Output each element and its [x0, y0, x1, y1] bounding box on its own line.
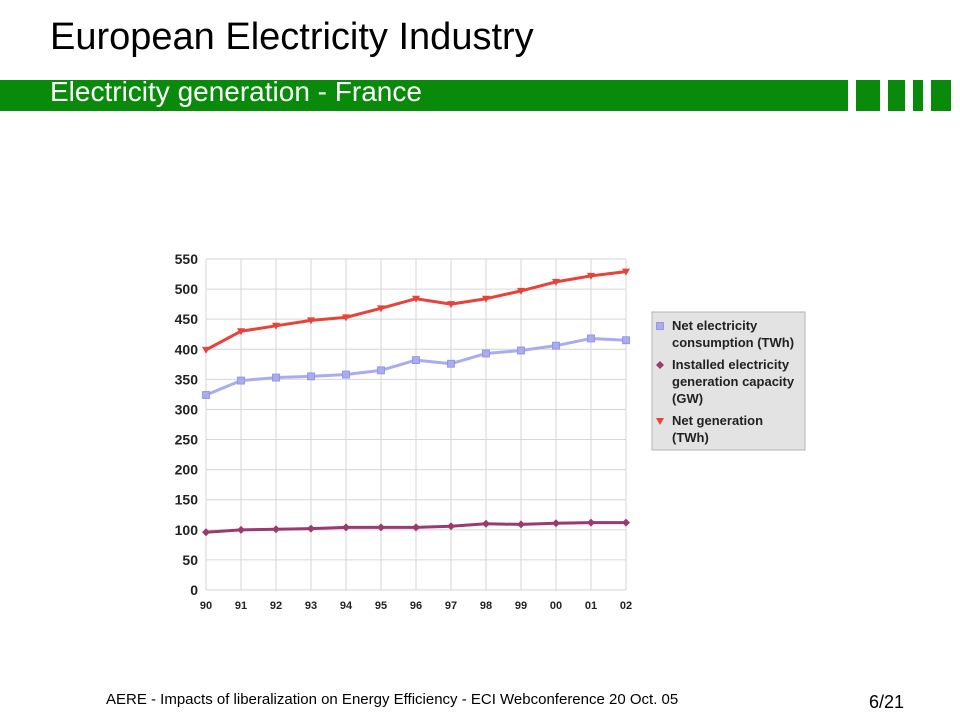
data-point — [517, 287, 525, 295]
data-point — [342, 370, 350, 379]
legend: Net electricity consumption (TWh) Installe… — [651, 311, 806, 451]
legend-marker — [656, 322, 664, 330]
gridlines — [205, 258, 627, 591]
data-point — [447, 522, 455, 531]
x-tick-label: 93 — [305, 600, 317, 612]
data-point — [622, 268, 630, 276]
legend-label: Installed electricity — [672, 357, 790, 372]
data-point — [482, 349, 490, 358]
x-tick-label: 92 — [270, 600, 282, 612]
data-point — [377, 305, 385, 313]
data-point — [237, 328, 245, 336]
page-number: 6/21 — [869, 692, 905, 712]
footer-text: AERE - Impacts of liberalization on Ener… — [106, 691, 679, 708]
data-point — [517, 520, 525, 529]
data-point — [412, 295, 420, 303]
data-point — [552, 519, 560, 528]
decorative-block — [888, 80, 905, 111]
decorative-block — [913, 80, 923, 111]
data-point — [202, 346, 210, 354]
data-point — [377, 366, 385, 375]
x-tick-label: 91 — [235, 600, 247, 612]
data-point — [307, 317, 315, 325]
data-point — [342, 314, 350, 322]
slide-title: European Electricity Industry — [50, 16, 534, 58]
decorative-block — [931, 80, 951, 111]
data-point — [342, 523, 350, 532]
legend-box — [651, 311, 806, 451]
data-point — [412, 523, 420, 532]
title-bar — [0, 80, 848, 111]
data-point — [237, 525, 245, 534]
y-tick-label: 400 — [175, 341, 199, 357]
legend-label: (TWh) — [672, 430, 709, 445]
y-tick-label: 500 — [175, 281, 199, 297]
data-point — [272, 373, 280, 382]
data-point — [622, 518, 630, 527]
y-tick-label: 300 — [175, 401, 199, 417]
y-tick-label: 150 — [175, 492, 199, 508]
legend-marker — [656, 361, 664, 369]
y-tick-label: 100 — [175, 522, 199, 538]
series-lines — [202, 268, 630, 537]
data-point — [202, 528, 210, 537]
line-chart: 0 50 100 150 200 250 300 350 400 450 500 550 90 91 92 9… — [175, 251, 806, 612]
axes: 0 50 100 150 200 250 300 350 400 450 500 550 90 91 92 9… — [175, 251, 632, 612]
slide-subtitle: Electricity generation - France — [50, 76, 422, 107]
x-tick-label: 00 — [550, 600, 562, 612]
data-point — [517, 346, 525, 355]
x-tick-label: 02 — [620, 600, 632, 612]
data-point — [622, 336, 630, 345]
y-tick-label: 250 — [175, 432, 199, 448]
data-point — [307, 372, 315, 381]
y-tick-label: 200 — [175, 462, 199, 478]
data-point — [552, 278, 560, 286]
data-point — [237, 376, 245, 385]
y-tick-label: 450 — [175, 311, 199, 327]
legend-label: (GW) — [672, 391, 703, 406]
data-point — [202, 391, 210, 399]
x-tick-label: 98 — [480, 600, 492, 612]
decorative-block — [856, 80, 880, 111]
x-tick-label: 95 — [375, 600, 387, 612]
x-tick-label: 99 — [515, 600, 527, 612]
x-tick-label: 90 — [200, 600, 212, 612]
x-tick-label: 94 — [340, 600, 353, 612]
x-tick-label: 96 — [410, 600, 422, 612]
y-tick-label: 350 — [175, 371, 199, 387]
x-tick-label: 01 — [585, 600, 597, 612]
y-tick-label: 0 — [190, 582, 198, 598]
y-tick-label: 50 — [182, 552, 198, 568]
data-point — [587, 272, 595, 280]
legend-marker — [656, 418, 664, 425]
data-point — [307, 524, 315, 533]
data-point — [447, 301, 455, 309]
data-point — [272, 525, 280, 534]
x-tick-label: 97 — [445, 600, 457, 612]
data-point — [447, 359, 455, 368]
data-point — [552, 341, 560, 350]
y-tick-label: 550 — [175, 251, 199, 267]
data-point — [587, 334, 595, 343]
legend-label: Net electricity — [672, 318, 758, 333]
data-point — [272, 322, 280, 330]
data-point — [377, 523, 385, 532]
legend-label: generation capacity — [672, 374, 795, 389]
data-point — [482, 519, 490, 528]
legend-label: consumption (TWh) — [672, 335, 794, 350]
data-point — [587, 518, 595, 527]
data-point — [412, 356, 420, 365]
data-point — [482, 295, 490, 303]
legend-label: Net generation — [672, 413, 763, 428]
